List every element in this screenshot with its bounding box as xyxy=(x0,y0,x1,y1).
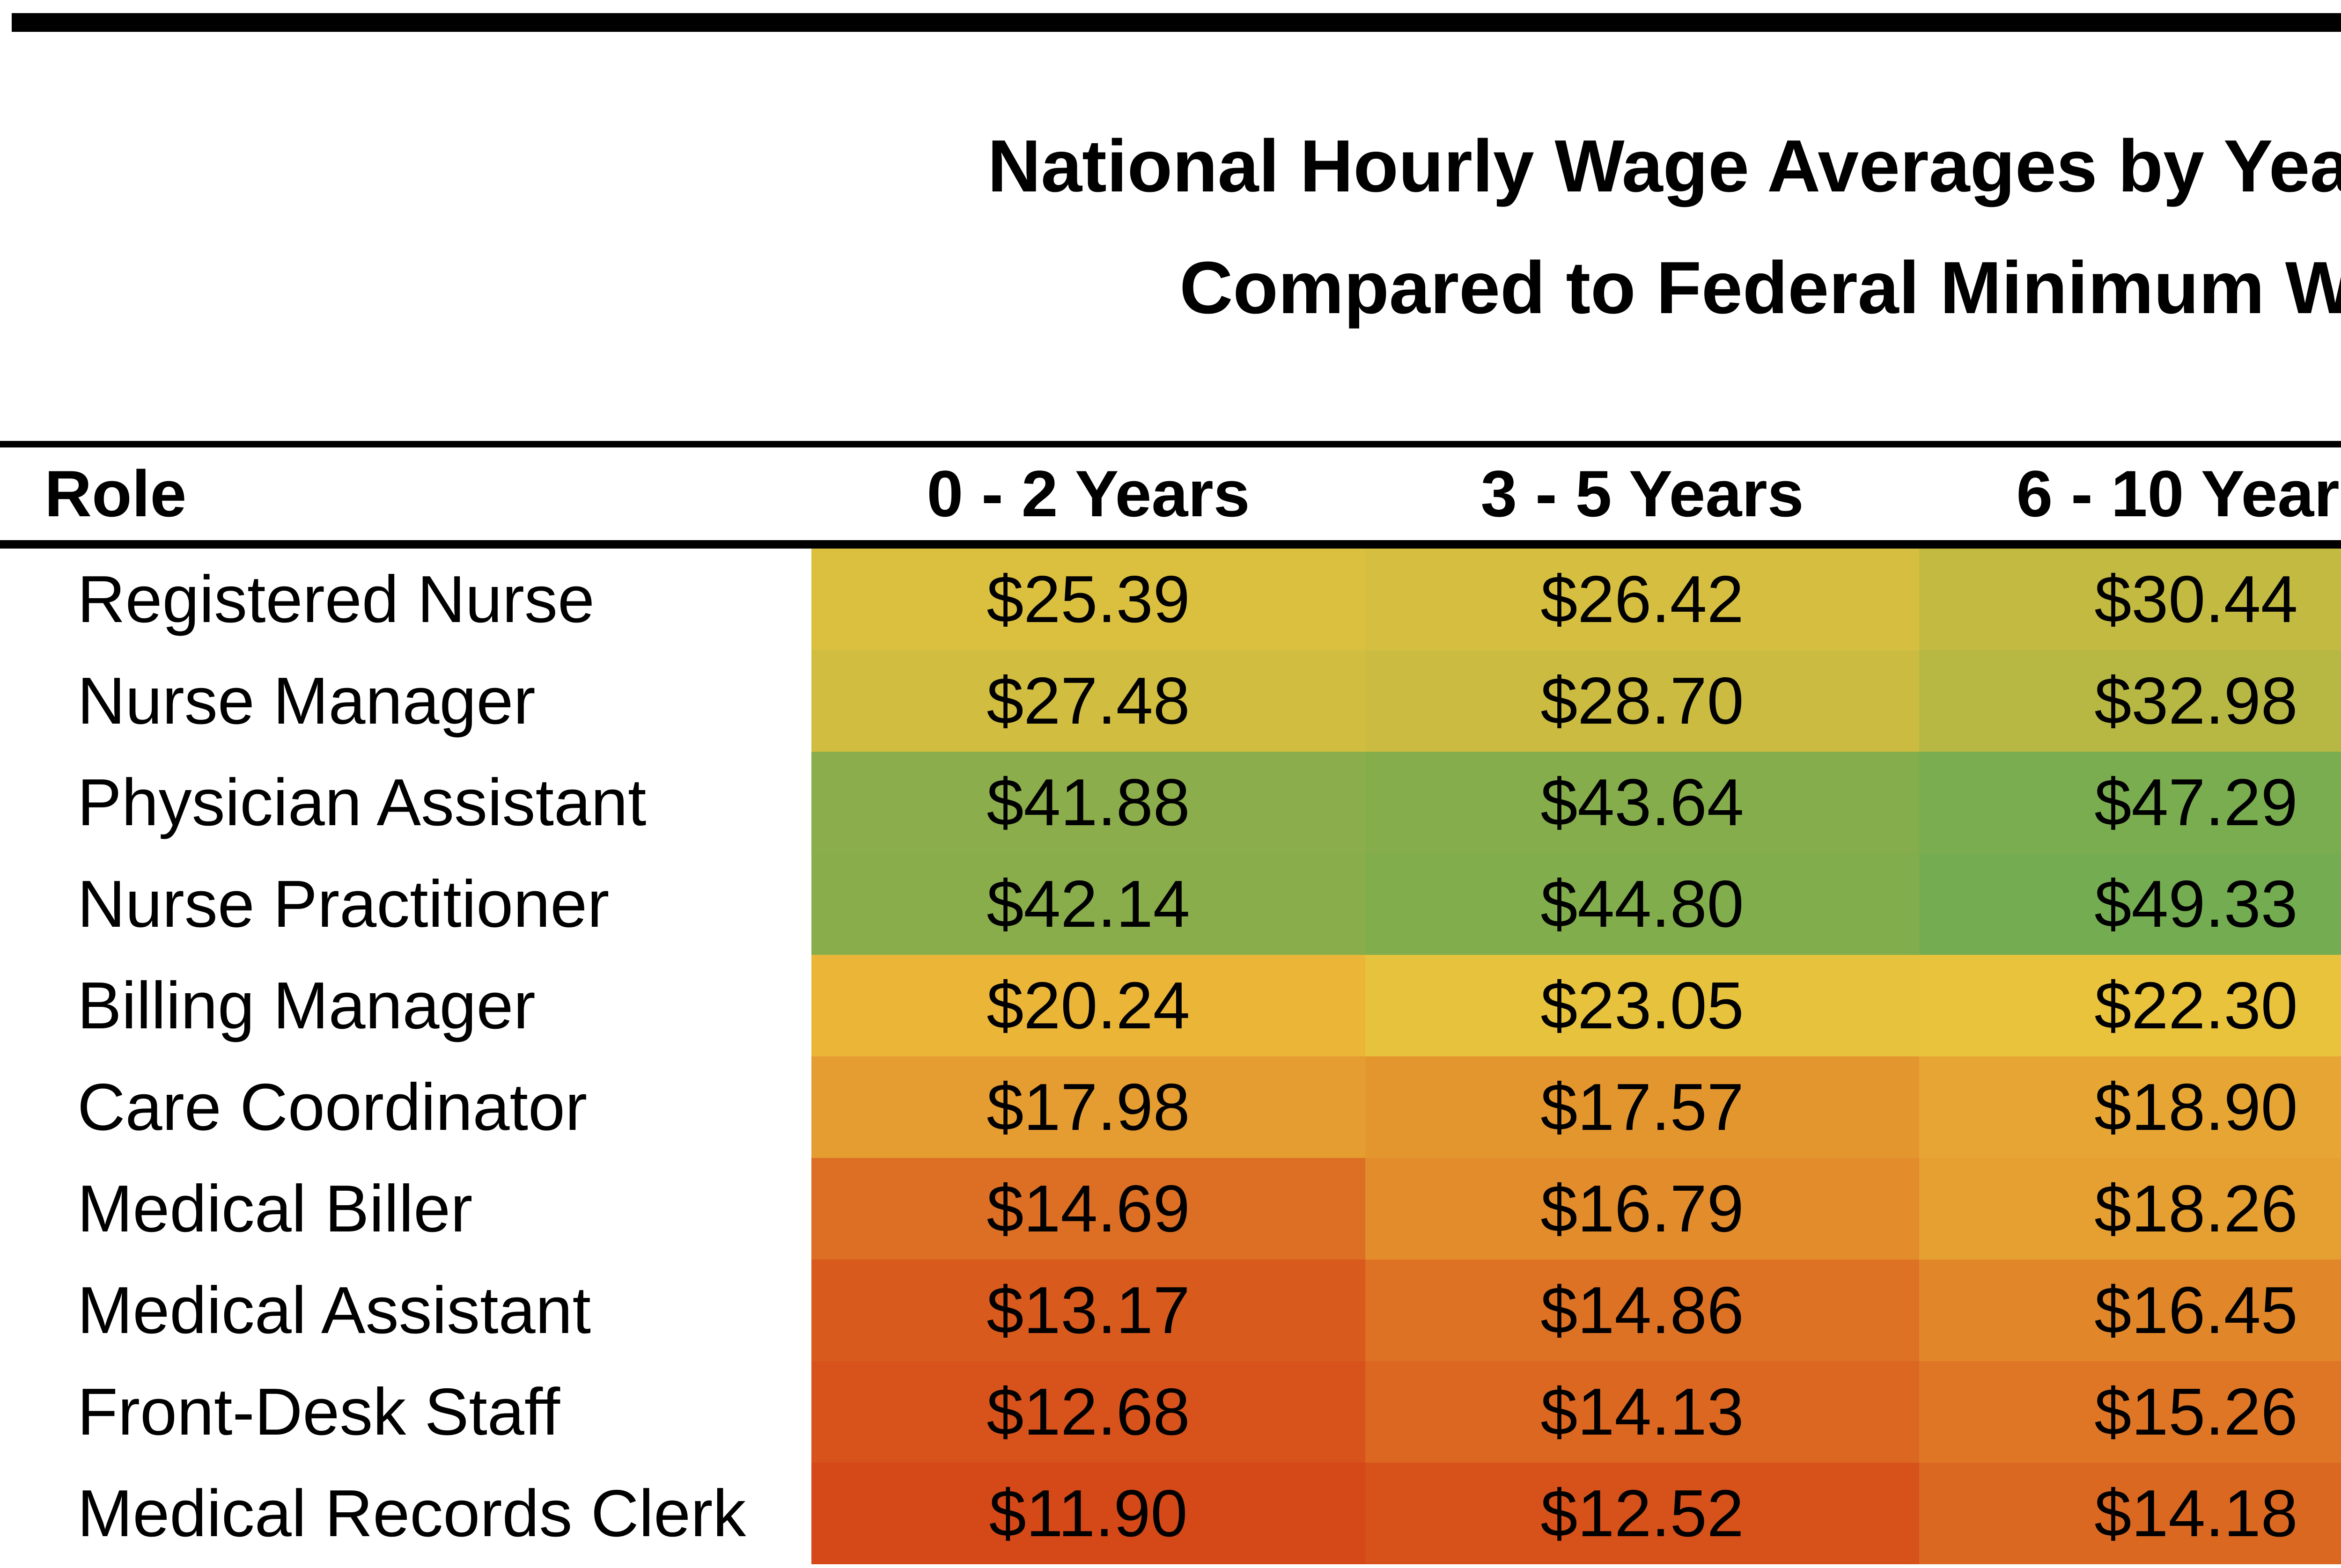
wage-cell: $16.45 xyxy=(1919,1260,2341,1361)
table-row: Nurse Manager$27.48$28.70$32.98$33.98$35… xyxy=(0,650,2341,752)
table-row: Medical Assistant$13.17$14.86$16.45$18.2… xyxy=(0,1260,2341,1361)
role-cell: Registered Nurse xyxy=(0,549,811,650)
column-header-0-2-years: 0 - 2 Years xyxy=(927,457,1250,530)
wage-cell: $14.86 xyxy=(1365,1260,1919,1361)
wage-cell: $13.17 xyxy=(811,1260,1365,1361)
wage-cell: $42.14 xyxy=(811,853,1365,955)
wage-cell: $18.90 xyxy=(1919,1056,2341,1158)
table-row: Physician Assistant$41.88$43.64$47.29$51… xyxy=(0,752,2341,853)
wage-cell: $14.18 xyxy=(1919,1463,2341,1564)
table-header-row: Role 0 - 2 Years 3 - 5 Years 6 - 10 Year… xyxy=(0,447,2341,540)
table-row: Billing Manager$20.24$23.05$22.30$25.00$… xyxy=(0,955,2341,1056)
table-row: Nurse Practitioner$42.14$44.80$49.33$48.… xyxy=(0,853,2341,955)
wage-cell: $15.26 xyxy=(1919,1361,2341,1463)
wage-cell: $12.52 xyxy=(1365,1463,1919,1564)
wage-cell: $41.88 xyxy=(811,752,1365,853)
column-header-role: Role xyxy=(44,457,187,530)
wage-cell: $12.68 xyxy=(811,1361,1365,1463)
table-row: Registered Nurse$25.39$26.42$30.44$29.41… xyxy=(0,549,2341,650)
wage-cell: $47.29 xyxy=(1919,752,2341,853)
role-cell: Nurse Manager xyxy=(0,650,811,752)
header-top-rule xyxy=(0,441,2341,447)
wage-cell: $11.90 xyxy=(811,1463,1365,1564)
wage-cell: $16.79 xyxy=(1365,1158,1919,1260)
wage-cell: $17.98 xyxy=(811,1056,1365,1158)
table-row: Medical Biller$14.69$16.79$18.26$19.72$2… xyxy=(0,1158,2341,1260)
wage-cell: $14.13 xyxy=(1365,1361,1919,1463)
wage-cell: $32.98 xyxy=(1919,650,2341,752)
role-cell: Physician Assistant xyxy=(0,752,811,853)
page-title: National Hourly Wage Averages by Years o… xyxy=(342,105,2341,349)
page-title-line1: National Hourly Wage Averages by Years o… xyxy=(987,125,2341,207)
column-header-6-10-years: 6 - 10 Years xyxy=(2016,457,2341,530)
wage-cell: $43.64 xyxy=(1365,752,1919,853)
wage-cell: $49.33 xyxy=(1919,853,2341,955)
header-bottom-rule xyxy=(0,540,2341,549)
table-row: Front-Desk Staff$12.68$14.13$15.26$16.48… xyxy=(0,1361,2341,1463)
wage-cell: $30.44 xyxy=(1919,549,2341,650)
role-cell: Medical Biller xyxy=(0,1158,811,1260)
wage-cell: $22.30 xyxy=(1919,955,2341,1056)
wage-cell: $23.05 xyxy=(1365,955,1919,1056)
wage-cell: $18.26 xyxy=(1919,1158,2341,1260)
wage-cell: $14.69 xyxy=(811,1158,1365,1260)
page-title-line2: Compared to Federal Minimum Wage ($7.25) xyxy=(1179,247,2341,329)
wage-cell: $25.39 xyxy=(811,549,1365,650)
wage-cell: $20.24 xyxy=(811,955,1365,1056)
role-cell: Medical Records Clerk xyxy=(0,1463,811,1564)
role-cell: Medical Assistant xyxy=(0,1260,811,1361)
column-header-3-5-years: 3 - 5 Years xyxy=(1480,457,1804,530)
role-cell: Nurse Practitioner xyxy=(0,853,811,955)
wage-cell: $28.70 xyxy=(1365,650,1919,752)
top-divider-bar xyxy=(12,13,2341,32)
table-row: Medical Records Clerk$11.90$12.52$14.18$… xyxy=(0,1463,2341,1564)
wage-cell: $27.48 xyxy=(811,650,1365,752)
wage-cell: $17.57 xyxy=(1365,1056,1919,1158)
wage-cell: $44.80 xyxy=(1365,853,1919,955)
table-body: Registered Nurse$25.39$26.42$30.44$29.41… xyxy=(0,549,2341,1564)
role-cell: Care Coordinator xyxy=(0,1056,811,1158)
role-cell: Billing Manager xyxy=(0,955,811,1056)
wage-cell: $26.42 xyxy=(1365,549,1919,650)
role-cell: Front-Desk Staff xyxy=(0,1361,811,1463)
table-row: Care Coordinator$17.98$17.57$18.90$21.40… xyxy=(0,1056,2341,1158)
